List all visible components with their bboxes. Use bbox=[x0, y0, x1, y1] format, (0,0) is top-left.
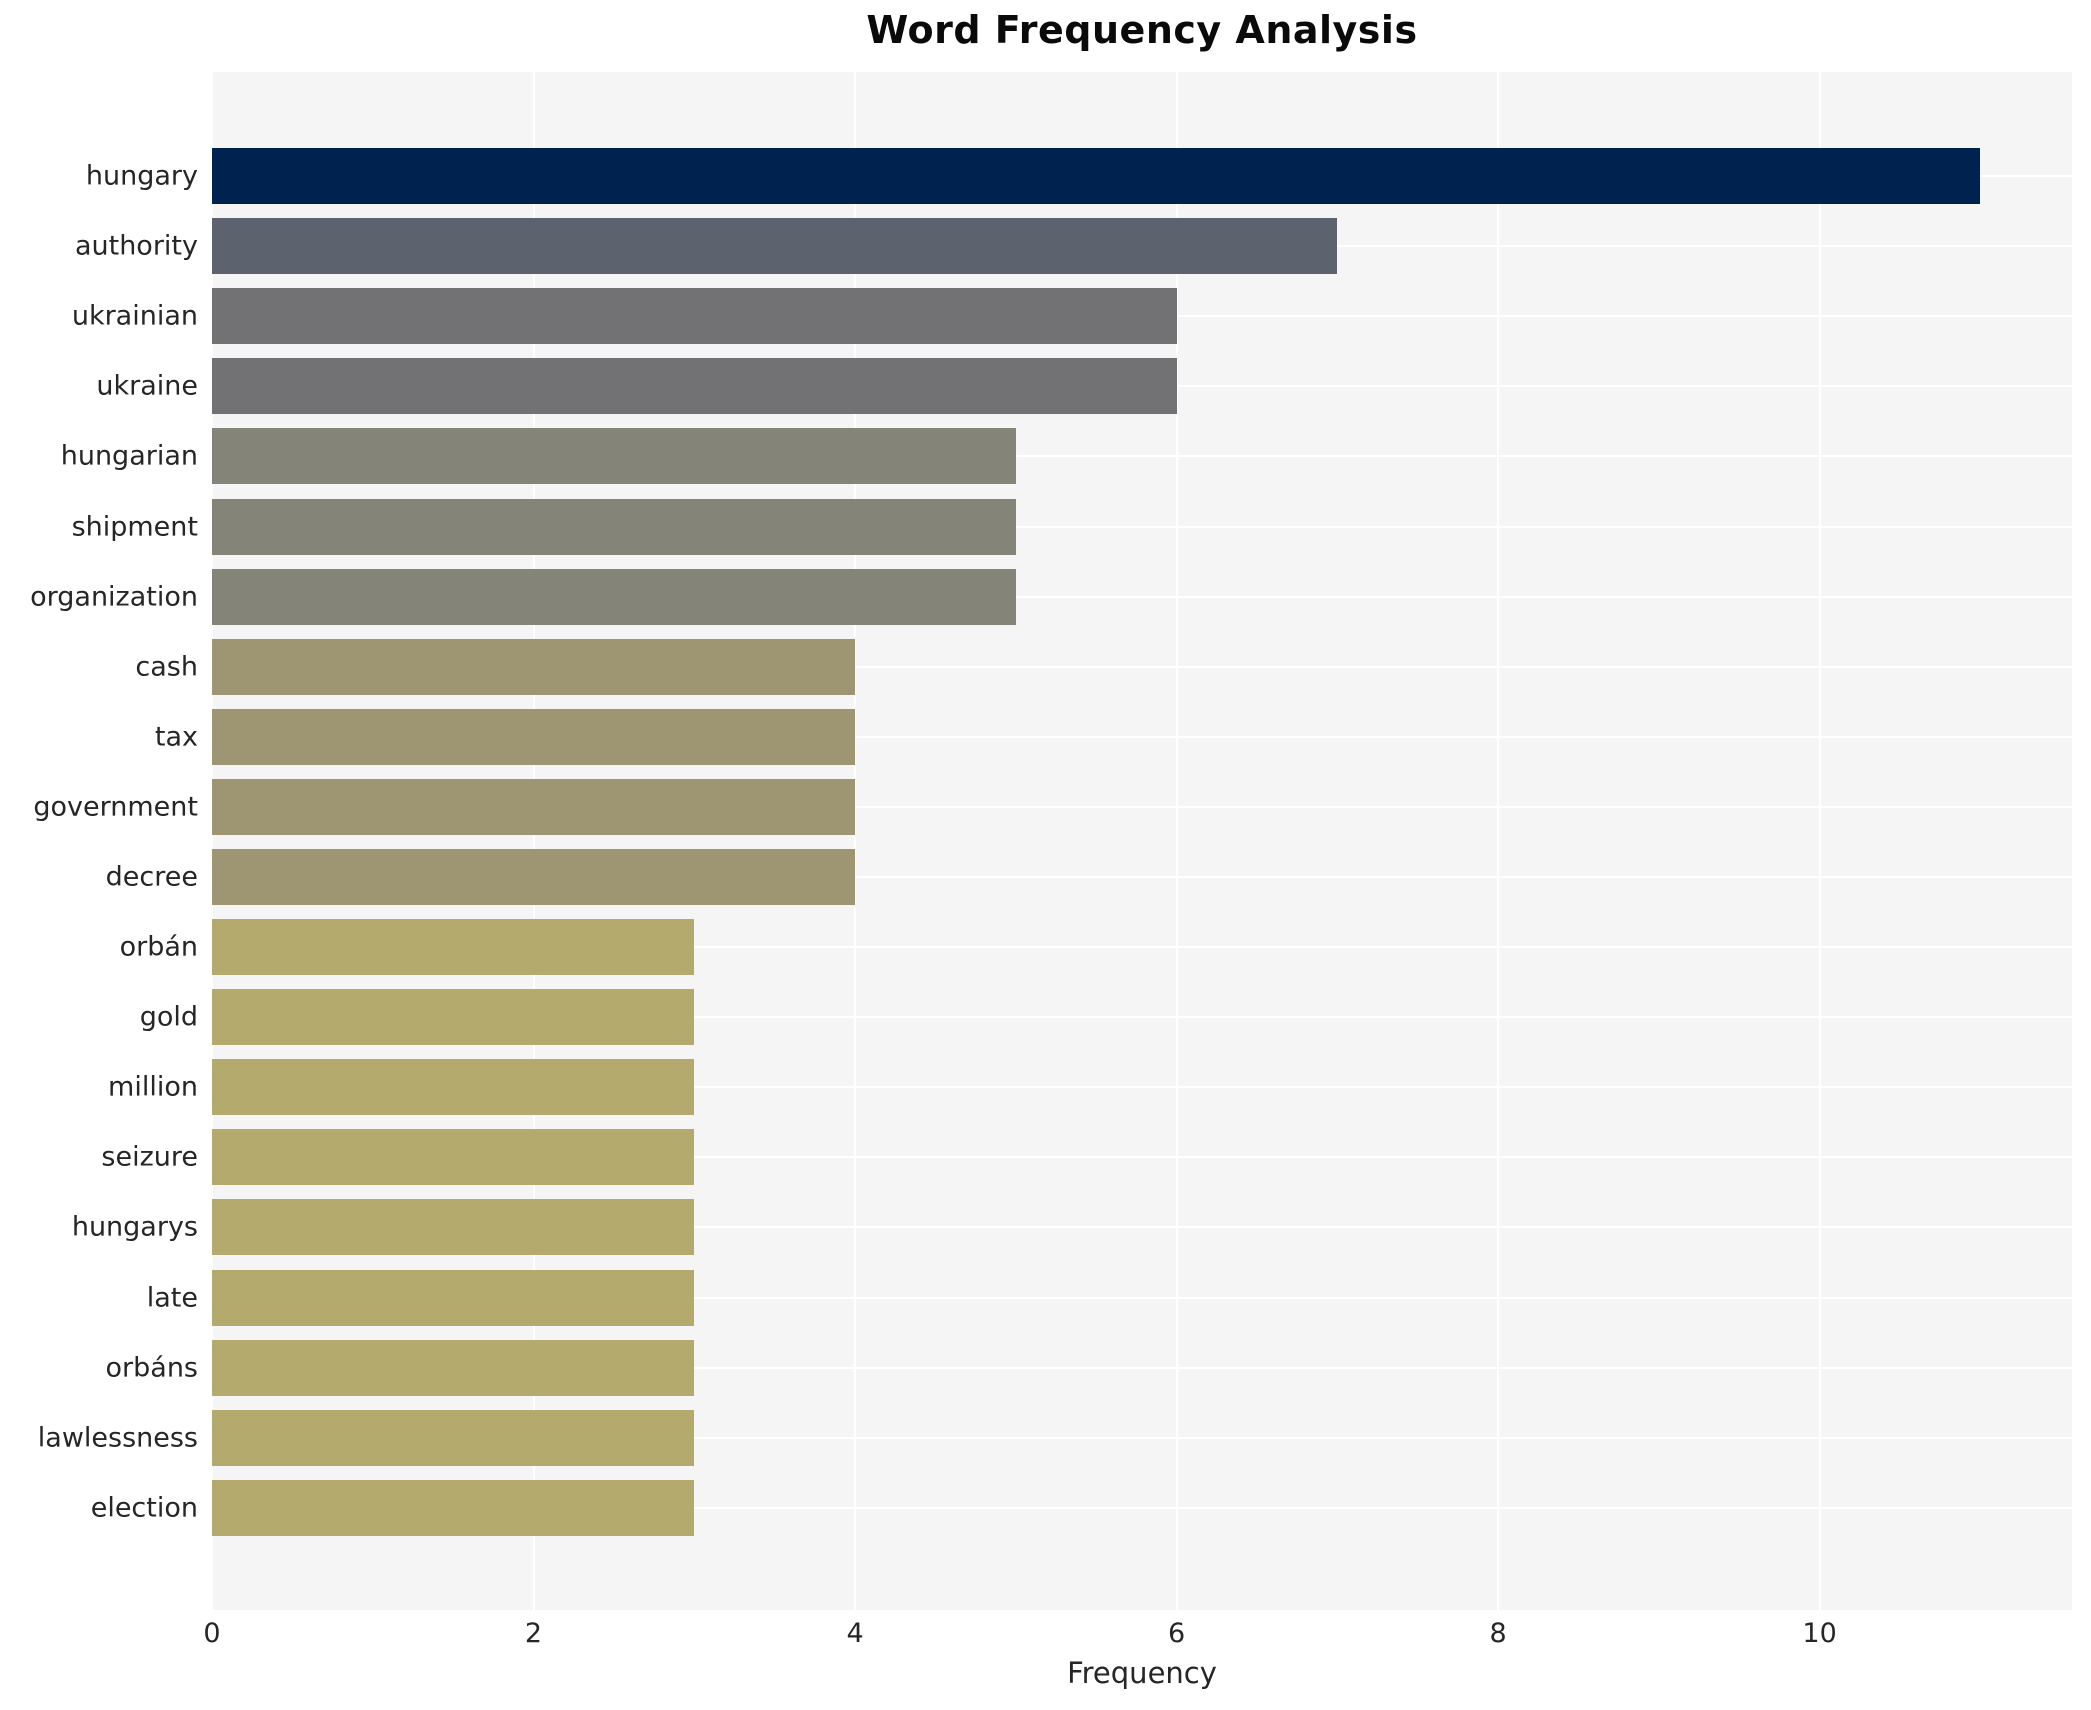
h-gridline bbox=[212, 805, 2072, 808]
x-axis-label: Frequency bbox=[1067, 1656, 1217, 1690]
frequency-bar bbox=[212, 1129, 695, 1186]
v-gridline bbox=[532, 72, 535, 1610]
chart-title: Word Frequency Analysis bbox=[866, 8, 1418, 52]
h-gridline bbox=[212, 1016, 2072, 1019]
bar-row: decree bbox=[106, 842, 2072, 912]
h-gridline bbox=[212, 735, 2072, 738]
bar-row: ukraine bbox=[96, 351, 2072, 421]
bar-row: gold bbox=[140, 982, 2072, 1052]
h-gridline bbox=[212, 665, 2072, 668]
x-axis-ticks: 0 2 4 6 8 10 bbox=[203, 1618, 2072, 1652]
x-tick-label: 6 bbox=[1167, 1618, 1186, 1649]
y-axis-label: late bbox=[146, 1282, 198, 1314]
h-gridline bbox=[212, 1506, 2072, 1509]
frequency-bar bbox=[212, 989, 695, 1046]
x-tick-label: 2 bbox=[524, 1618, 543, 1649]
bar-row: lawlessness bbox=[38, 1403, 2072, 1473]
h-gridline bbox=[212, 1226, 2072, 1229]
y-axis-label: government bbox=[33, 791, 198, 823]
y-axis-label: ukraine bbox=[96, 370, 198, 402]
h-gridline bbox=[212, 1156, 2072, 1159]
y-axis-label: organization bbox=[30, 581, 198, 613]
v-gridline bbox=[211, 72, 213, 1610]
frequency-bar bbox=[212, 778, 856, 835]
bar-row: hungary bbox=[86, 141, 2072, 211]
v-gridline bbox=[1175, 72, 1178, 1610]
y-axis-label: seizure bbox=[101, 1141, 198, 1173]
h-gridline bbox=[212, 875, 2072, 878]
y-axis-label: orbáns bbox=[105, 1352, 198, 1384]
y-axis-label: ukrainian bbox=[71, 300, 198, 332]
frequency-bar bbox=[212, 1269, 695, 1326]
v-gridline bbox=[1818, 72, 1821, 1610]
frequency-bar bbox=[212, 218, 1338, 275]
y-axis-label: shipment bbox=[71, 511, 198, 543]
frequency-bar bbox=[212, 1339, 695, 1396]
frequency-bar bbox=[212, 358, 1177, 415]
bar-row: hungarys bbox=[72, 1192, 2072, 1262]
h-gridline bbox=[212, 1086, 2072, 1089]
frequency-bar bbox=[212, 638, 856, 695]
y-axis-label: decree bbox=[105, 861, 198, 893]
frequency-bar bbox=[212, 1479, 695, 1536]
frequency-bar bbox=[212, 708, 856, 765]
v-gridline bbox=[854, 72, 857, 1610]
frequency-bar bbox=[212, 1059, 695, 1116]
bar-row: government bbox=[33, 772, 2072, 842]
x-tick-label: 4 bbox=[846, 1618, 864, 1649]
bar-row: million bbox=[108, 1052, 2072, 1122]
frequency-bar bbox=[212, 1199, 695, 1256]
plot-area: hungary authority ukrainian ukraine hungaria… bbox=[30, 72, 2072, 1610]
x-tick-label: 10 bbox=[1802, 1618, 1837, 1649]
y-axis-label: hungarys bbox=[71, 1211, 198, 1243]
frequency-bar bbox=[212, 1409, 695, 1466]
bar-row: ukrainian bbox=[72, 281, 2072, 351]
frequency-bar bbox=[212, 568, 1016, 625]
y-axis-label: cash bbox=[135, 651, 198, 683]
h-gridline bbox=[212, 1366, 2072, 1369]
h-gridline bbox=[212, 525, 2072, 528]
bar-row: orbáns bbox=[106, 1333, 2072, 1403]
y-axis-label: tax bbox=[154, 721, 198, 753]
bar-row: hungarian bbox=[61, 421, 2072, 491]
y-axis-label: orbán bbox=[119, 931, 198, 963]
y-axis-label: election bbox=[90, 1492, 198, 1524]
x-tick-label: 0 bbox=[203, 1618, 221, 1649]
frequency-bar bbox=[212, 848, 856, 905]
x-tick-label: 8 bbox=[1489, 1618, 1507, 1649]
y-axis-label: hungary bbox=[85, 160, 198, 192]
v-gridline bbox=[1497, 72, 1500, 1610]
h-gridline bbox=[212, 595, 2072, 598]
frequency-bar bbox=[212, 498, 1016, 555]
bar-row: tax bbox=[155, 702, 2072, 772]
bar-row: election bbox=[91, 1473, 2072, 1543]
y-axis-label: gold bbox=[139, 1001, 198, 1033]
h-gridline bbox=[212, 1296, 2072, 1299]
frequency-bar bbox=[212, 428, 1016, 485]
bar-row: cash bbox=[135, 632, 2072, 702]
y-axis-label: million bbox=[108, 1071, 198, 1103]
y-axis-label: lawlessness bbox=[37, 1422, 198, 1454]
h-gridline bbox=[212, 946, 2072, 949]
bar-rows: hungary authority ukrainian ukraine hungaria… bbox=[30, 72, 2072, 1610]
bar-row: organization bbox=[30, 562, 2072, 632]
frequency-bar bbox=[212, 148, 1981, 205]
bar-row: shipment bbox=[72, 491, 2072, 561]
bar-row: late bbox=[147, 1263, 2072, 1333]
frequency-bar bbox=[212, 919, 695, 976]
bar-row: authority bbox=[75, 211, 2072, 281]
bar-row: seizure bbox=[101, 1122, 2072, 1192]
frequency-bar bbox=[212, 288, 1177, 345]
y-axis-label: authority bbox=[74, 230, 198, 262]
h-gridline bbox=[212, 455, 2072, 458]
h-gridline bbox=[212, 1436, 2072, 1439]
y-axis-label: hungarian bbox=[60, 440, 198, 472]
bar-row: orbán bbox=[120, 912, 2072, 982]
